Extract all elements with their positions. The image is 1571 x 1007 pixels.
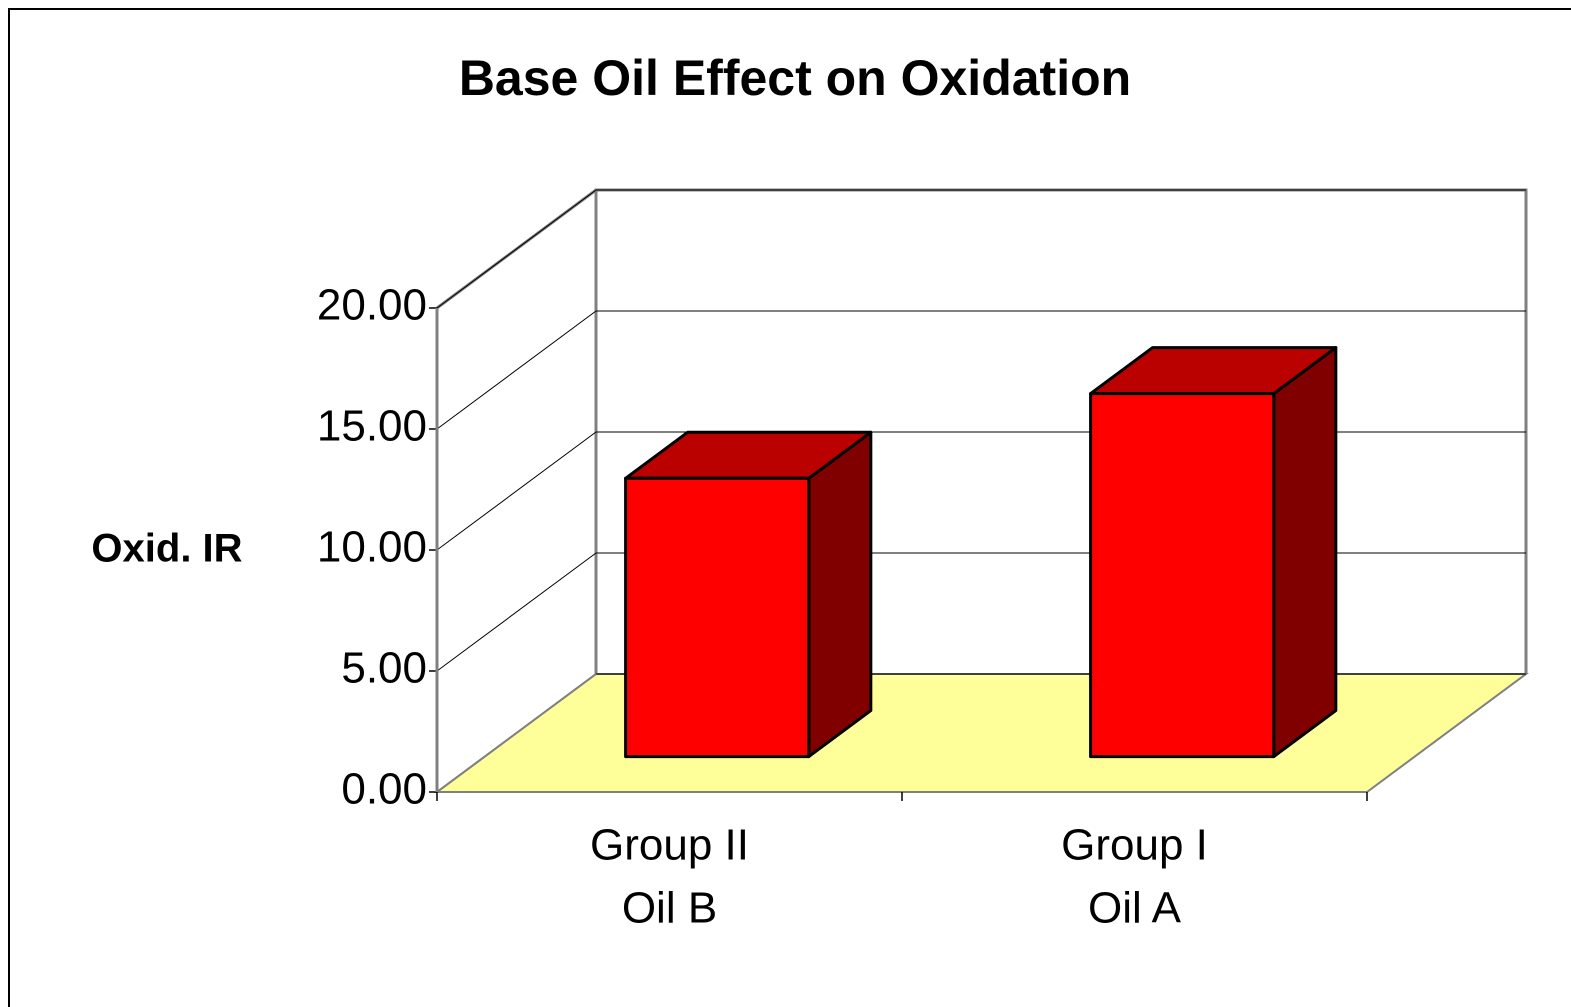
grid-line [436,431,597,551]
y-tick-label: 0.00 [341,765,427,814]
y-tick-label: 20.00 [317,281,427,330]
x-tick-label: Oil B [622,884,717,933]
y-tick-label: 15.00 [317,402,427,451]
grid-line [436,189,597,309]
bar-side [1272,346,1338,759]
y-tick-label: 10.00 [317,523,427,572]
bar [624,430,873,759]
bar-front [624,476,811,759]
y-axis-label: Oxid. IR [91,527,242,571]
bar-side [807,430,873,759]
bar-front [1089,392,1276,759]
grid-line [436,552,597,672]
x-tick-label: Oil A [1088,884,1182,933]
x-tick-label: Group I [1061,821,1208,870]
grid-line [436,310,597,430]
chart-title: Base Oil Effect on Oxidation [459,50,1131,106]
y-tick-label: 5.00 [341,644,427,693]
side-wall-bottom [436,673,597,793]
x-tick-label: Group II [590,821,749,870]
floor [433,673,1530,793]
bar [1089,346,1338,759]
